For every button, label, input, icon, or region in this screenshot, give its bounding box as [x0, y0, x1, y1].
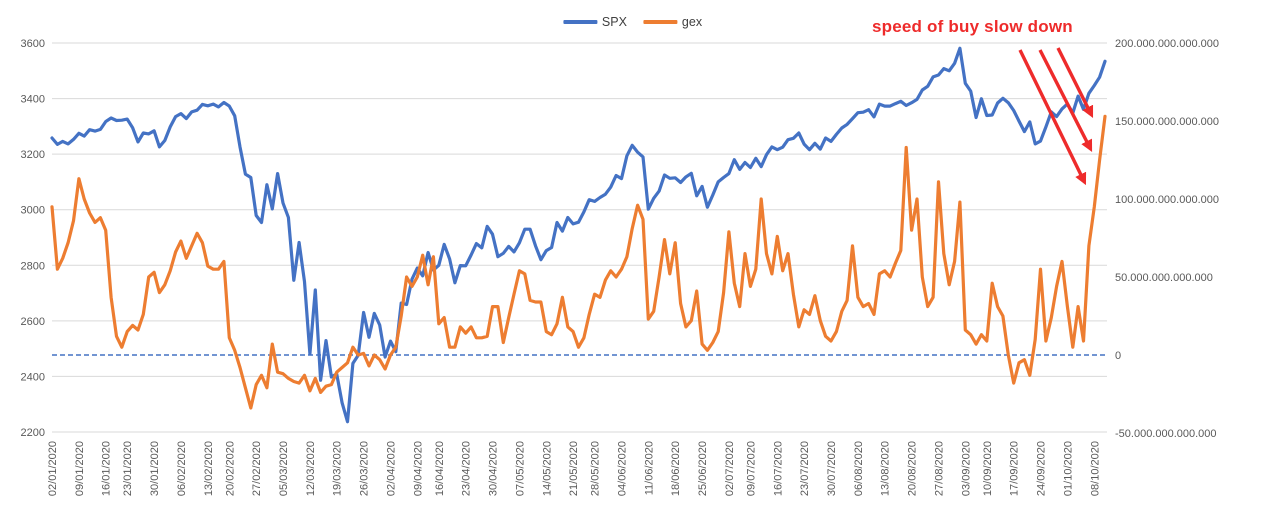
- x-axis-tick: 27/08/2020: [934, 441, 946, 496]
- x-axis-tick: 23/04/2020: [461, 441, 473, 496]
- x-axis-tick: 13/02/2020: [203, 441, 215, 496]
- x-axis-tick: 05/03/2020: [278, 441, 290, 496]
- gex-line: [50, 114, 1107, 410]
- x-axis-tick: 12/03/2020: [305, 441, 317, 496]
- x-axis-tick: 02/01/2020: [47, 441, 59, 496]
- x-axis-tick: 01/10/2020: [1062, 441, 1074, 496]
- x-axis-tick: 11/06/2020: [643, 441, 655, 495]
- x-axis-tick: 20/02/2020: [224, 441, 236, 496]
- left-axis-tick: 3600: [21, 38, 45, 50]
- x-axis-tick: 25/06/2020: [697, 441, 709, 496]
- x-axis-tick: 30/04/2020: [488, 441, 500, 496]
- x-axis-tick: 13/08/2020: [880, 441, 892, 496]
- legend-item-gex[interactable]: gex: [642, 15, 703, 29]
- x-axis-tick: 06/02/2020: [176, 441, 188, 496]
- x-axis-tick: 19/03/2020: [332, 441, 344, 496]
- left-axis-tick: 2400: [21, 371, 45, 383]
- x-axis-tick: 20/08/2020: [907, 441, 919, 496]
- annotation-arrow: [1056, 47, 1094, 119]
- x-axis-tick: 07/05/2020: [514, 441, 526, 496]
- x-axis-tick: 02/04/2020: [386, 441, 398, 496]
- x-axis-tick: 28/05/2020: [590, 441, 602, 496]
- x-axis-tick: 02/07/2020: [724, 441, 736, 496]
- x-axis-tick: 03/09/2020: [960, 441, 972, 496]
- right-axis-tick: 0: [1115, 350, 1121, 362]
- x-axis-tick: 17/09/2020: [1009, 441, 1021, 496]
- legend-item-spx[interactable]: SPX: [562, 15, 627, 29]
- x-axis-tick: 16/04/2020: [434, 441, 446, 496]
- x-axis-tick: 04/06/2020: [617, 441, 629, 496]
- left-axis-tick: 3000: [21, 205, 45, 217]
- x-axis-tick: 27/02/2020: [251, 441, 263, 496]
- x-axis-tick: 08/10/2020: [1089, 441, 1101, 496]
- x-axis-tick: 09/01/2020: [74, 441, 86, 496]
- x-axis-tick: 23/01/2020: [122, 441, 134, 496]
- annotation-arrow: [1018, 49, 1087, 186]
- legend-label-gex: gex: [681, 15, 703, 29]
- right-axis-tick: 200.000.000.000.000: [1115, 38, 1219, 50]
- x-axis-tick: 30/07/2020: [826, 441, 838, 496]
- x-axis-tick: 09/04/2020: [412, 441, 424, 496]
- left-axis-tick: 2600: [21, 316, 45, 328]
- spx-line: [50, 46, 1107, 424]
- x-axis-tick: 16/01/2020: [101, 441, 113, 496]
- x-axis-tick: 16/07/2020: [772, 441, 784, 496]
- left-axis-tick: 3200: [21, 149, 45, 161]
- gex-line-swatch: [642, 20, 677, 24]
- left-axis-tick: 2800: [21, 260, 45, 272]
- spx-line-swatch: [562, 20, 597, 24]
- x-axis-tick: 09/07/2020: [745, 441, 757, 496]
- right-axis-tick: 100.000.000.000.000: [1115, 194, 1219, 206]
- right-axis-tick: 50.000.000.000.000: [1115, 272, 1213, 284]
- left-axis-tick: 2200: [21, 427, 45, 439]
- left-axis-tick: 3400: [21, 94, 45, 106]
- x-axis-tick: 06/08/2020: [853, 441, 865, 496]
- x-axis-tick: 30/01/2020: [149, 441, 161, 496]
- right-axis-tick: -50.000.000.000.000: [1115, 428, 1217, 440]
- x-axis-tick: 14/05/2020: [541, 441, 553, 496]
- x-axis-tick: 26/03/2020: [359, 441, 371, 496]
- legend: SPX gex: [562, 15, 703, 29]
- annotation-arrow: [1038, 49, 1093, 153]
- annotation-text: speed of buy slow down: [872, 17, 1073, 36]
- right-axis-tick: 150.000.000.000.000: [1115, 116, 1219, 128]
- x-axis-tick: 18/06/2020: [670, 441, 682, 496]
- x-axis-tick: 10/09/2020: [982, 441, 994, 496]
- legend-label-spx: SPX: [601, 15, 627, 29]
- x-axis-tick: 23/07/2020: [799, 441, 811, 496]
- x-axis-tick: 24/09/2020: [1036, 441, 1048, 496]
- x-axis-tick: 21/05/2020: [568, 441, 580, 496]
